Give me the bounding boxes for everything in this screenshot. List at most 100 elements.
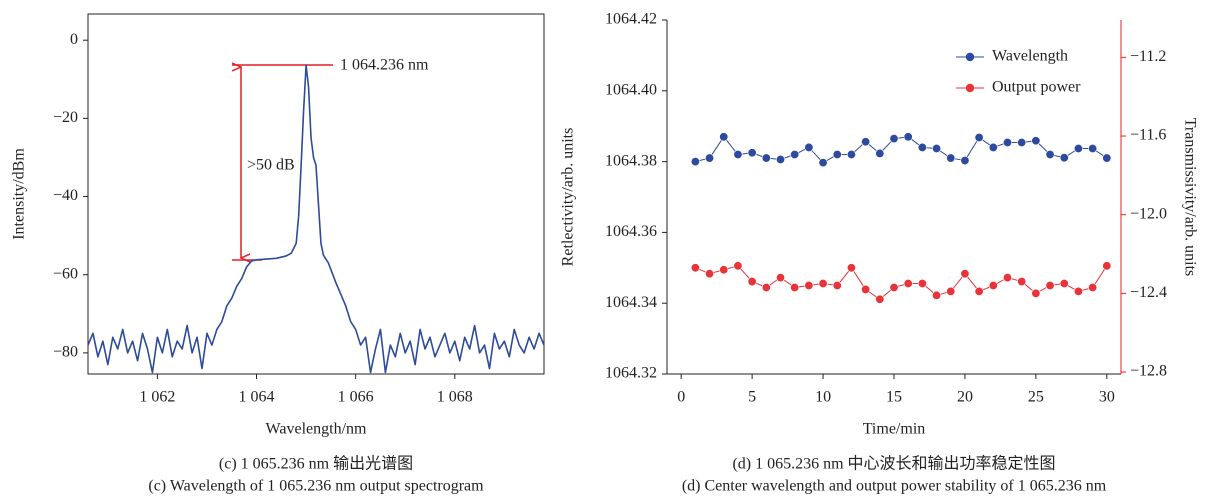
data-point (705, 269, 715, 279)
data-point (1017, 277, 1027, 287)
data-point (903, 132, 913, 142)
y-tick-label: 1064.38 (605, 152, 657, 169)
data-point (903, 279, 913, 289)
data-point (917, 142, 927, 152)
data-point (1059, 279, 1069, 289)
data-point (946, 286, 956, 296)
series-line (88, 64, 544, 374)
y-tick-label: 0 (70, 31, 78, 48)
data-point (719, 265, 729, 275)
series-line (695, 136, 1108, 164)
x-axis-label: Wavelength/nm (266, 421, 367, 438)
data-point (932, 290, 942, 300)
x-tick-label: 1 062 (139, 389, 175, 406)
data-point (818, 279, 828, 289)
data-point (1059, 153, 1069, 163)
x-axis-label: Time/min (863, 421, 926, 438)
x-tick-label: 5 (748, 389, 756, 406)
data-point (988, 142, 998, 152)
data-point (875, 294, 885, 304)
data-point (974, 133, 984, 143)
caption: (c) 1 065.236 nm 输出光谱图 (219, 455, 413, 473)
data-point (719, 132, 729, 142)
data-point (705, 153, 715, 163)
data-point (1031, 288, 1041, 298)
y-axis-label: Intensity/dBm (11, 148, 28, 240)
legend-label: Output power (992, 79, 1081, 96)
y-axis-label: Retlectivity/arb. units (560, 128, 577, 267)
y-tick-label: 1064.34 (605, 294, 657, 311)
data-point (747, 148, 757, 158)
x-tick-label: 1 068 (437, 389, 473, 406)
data-point (690, 263, 700, 273)
series-line (695, 265, 1108, 300)
caption: (c) Wavelength of 1 065.236 nm output sp… (148, 478, 484, 495)
data-point (1102, 153, 1112, 163)
data-point (889, 134, 899, 144)
data-point (1088, 144, 1098, 154)
data-point (733, 261, 743, 271)
peak-annotation: 1 064.236 nm (340, 57, 429, 74)
y2-tick-label: −12.0 (1130, 205, 1167, 222)
y2-axis-label: Transmissivity/arb. units (1181, 118, 1198, 277)
data-point (988, 280, 998, 290)
data-point (846, 150, 856, 160)
data-point (761, 153, 771, 163)
y-tick-label: −40 (53, 187, 78, 204)
caption: (d) 1 065.236 nm 中心波长和输出功率稳定性图 (732, 455, 1055, 473)
data-point (761, 282, 771, 292)
caption: (d) Center wavelength and output power s… (682, 478, 1107, 495)
y-tick-label: 1064.32 (605, 365, 657, 382)
x-tick-label: 1 064 (239, 389, 275, 406)
legend-label: Wavelength (992, 48, 1068, 65)
y2-tick-label: −12.8 (1130, 363, 1167, 380)
data-point (861, 284, 871, 294)
data-point (861, 137, 871, 147)
data-point (1073, 286, 1083, 296)
data-point (960, 269, 970, 279)
data-point (974, 286, 984, 296)
data-point (1045, 150, 1055, 160)
data-point (804, 142, 814, 152)
data-point (747, 277, 757, 287)
data-point (1073, 144, 1083, 154)
plot-frame (87, 13, 545, 375)
x-tick-label: 0 (677, 389, 685, 406)
data-point (790, 282, 800, 292)
data-point (690, 157, 700, 167)
data-point (1017, 137, 1027, 147)
x-tick-label: 20 (957, 389, 973, 406)
data-point (832, 150, 842, 160)
data-point (932, 144, 942, 154)
data-point (946, 153, 956, 163)
data-point (818, 158, 828, 168)
y-tick-label: −60 (53, 265, 78, 282)
data-point (1002, 137, 1012, 147)
data-point (775, 273, 785, 283)
y-tick-label: 1064.40 (605, 81, 657, 98)
data-point (1045, 280, 1055, 290)
x-tick-label: 10 (815, 389, 831, 406)
data-point (790, 150, 800, 160)
x-tick-label: 15 (886, 389, 902, 406)
data-point (889, 282, 899, 292)
legend-marker (965, 52, 975, 62)
y-tick-label: 1064.42 (605, 11, 657, 28)
y-tick-label: −80 (53, 344, 78, 361)
data-point (917, 279, 927, 289)
y-tick-label: −20 (53, 109, 78, 126)
data-point (846, 263, 856, 273)
data-point (832, 280, 842, 290)
data-point (1031, 136, 1041, 146)
data-point (775, 154, 785, 164)
y2-tick-label: −11.6 (1130, 127, 1166, 144)
y2-tick-label: −11.2 (1130, 48, 1166, 65)
data-point (1088, 282, 1098, 292)
x-tick-label: 1 066 (338, 389, 374, 406)
x-tick-label: 25 (1028, 389, 1044, 406)
legend-marker (965, 83, 975, 93)
x-tick-label: 30 (1099, 389, 1115, 406)
y-tick-label: 1064.36 (605, 223, 657, 240)
data-point (804, 280, 814, 290)
